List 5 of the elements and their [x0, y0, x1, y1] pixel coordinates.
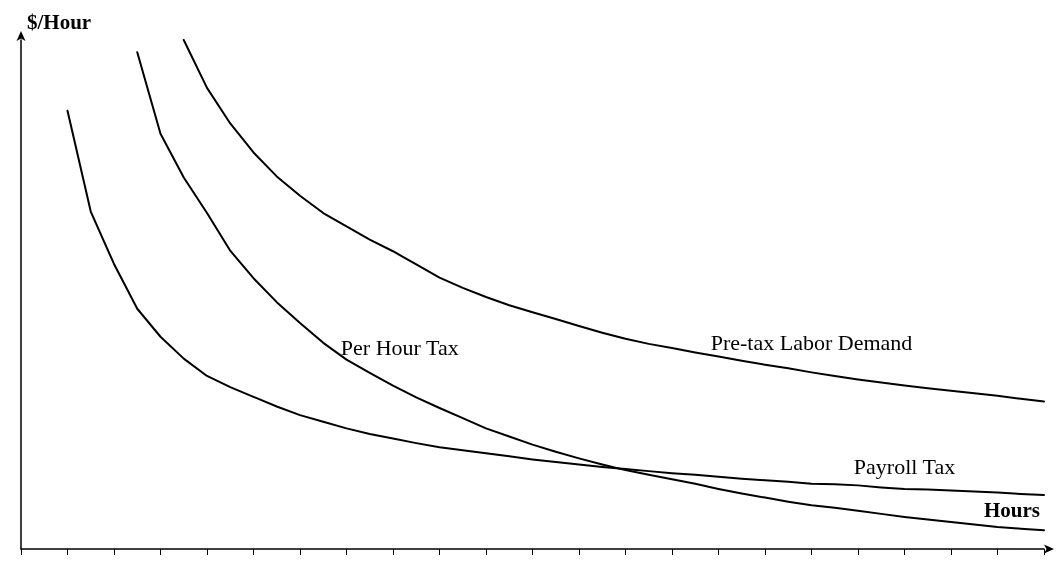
- series-label: Pre-tax Labor Demand: [710, 329, 913, 355]
- series-label: Per Hour Tax: [340, 335, 459, 361]
- x-axis-title: Hours: [984, 497, 1041, 522]
- y-axis-title: $/Hour: [27, 9, 92, 34]
- series-label: Payroll Tax: [853, 454, 956, 480]
